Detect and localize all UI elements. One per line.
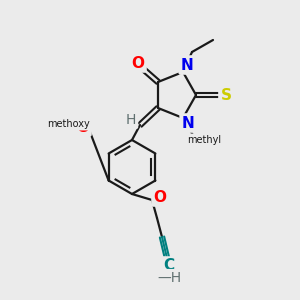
Text: O: O — [154, 190, 166, 205]
Text: methoxy: methoxy — [46, 119, 89, 129]
Text: S: S — [220, 88, 232, 103]
Text: N: N — [181, 58, 194, 73]
Text: N: N — [182, 116, 194, 130]
Text: O: O — [76, 119, 89, 134]
Text: —H: —H — [157, 271, 181, 285]
Text: C: C — [164, 259, 175, 274]
Text: methyl: methyl — [187, 135, 221, 145]
Text: O: O — [131, 56, 145, 70]
Text: H: H — [126, 113, 136, 127]
